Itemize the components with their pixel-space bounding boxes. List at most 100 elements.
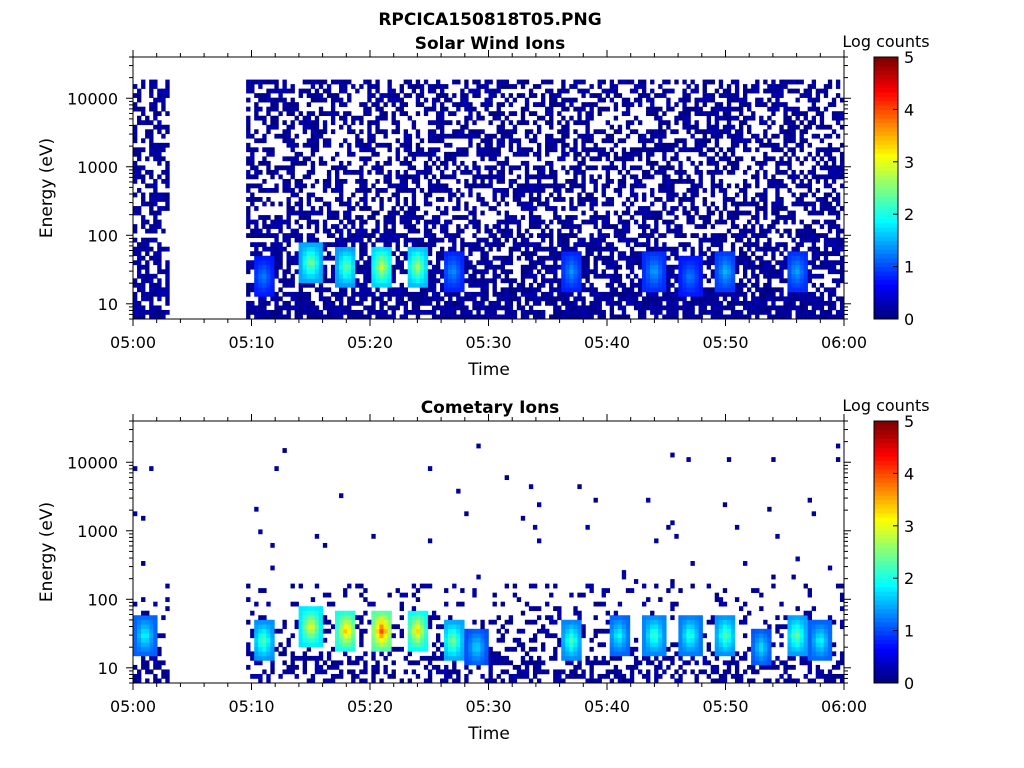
heatmap-cell	[500, 169, 505, 175]
heatmap-cell	[137, 165, 142, 171]
heatmap-cell	[476, 224, 481, 229]
heatmap-cell	[605, 242, 610, 248]
heatmap-cell	[480, 246, 485, 252]
heatmap-cell	[617, 255, 623, 261]
heatmap-cell	[751, 291, 756, 297]
heatmap-cell	[763, 287, 768, 293]
heatmap-cell	[783, 102, 788, 107]
heatmap-cell	[419, 287, 425, 293]
heatmap-cell	[435, 260, 441, 266]
heatmap-cell	[520, 120, 526, 126]
heatmap-cell	[629, 282, 635, 288]
heatmap-cell	[730, 219, 736, 225]
heatmap-cell	[561, 314, 566, 320]
heatmap-cell	[682, 210, 687, 216]
heatmap-cell	[472, 88, 477, 94]
heatmap-cell	[702, 233, 707, 238]
heatmap-cell	[650, 246, 655, 252]
heatmap-cell	[585, 305, 590, 311]
heatmap-cell	[831, 129, 837, 135]
heatmap-cell	[690, 278, 695, 284]
heatmap-cell	[298, 88, 303, 94]
heatmap-cell	[306, 102, 312, 107]
heatmap-cell	[799, 300, 804, 306]
heatmap-cell	[448, 174, 453, 180]
heatmap-cell	[141, 282, 146, 288]
heatmap-cell	[363, 206, 368, 211]
heatmap-cell	[330, 97, 336, 103]
heatmap-cell	[411, 178, 417, 184]
heatmap-cell	[464, 314, 469, 320]
heatmap-cell	[440, 251, 445, 257]
heatmap-cell	[286, 260, 291, 266]
heatmap-cell	[561, 237, 566, 243]
heatmap-cell	[254, 219, 259, 225]
heatmap-cell	[480, 138, 485, 144]
heatmap-cell	[330, 156, 336, 162]
heatmap-cell	[755, 169, 760, 175]
heatmap-cell	[738, 156, 744, 162]
heatmap-cell	[549, 142, 554, 148]
heatmap-cell	[759, 300, 764, 306]
heatmap-cell	[714, 183, 720, 189]
heatmap-cell	[827, 242, 833, 248]
heatmap-cell	[722, 88, 728, 94]
heatmap-cell	[751, 115, 756, 121]
heatmap-cell	[379, 129, 384, 135]
heatmap-cell	[476, 129, 481, 135]
heatmap-cell	[326, 183, 332, 189]
heatmap-cell	[363, 79, 368, 85]
heatmap-cell	[407, 79, 413, 85]
heatmap-cell	[508, 260, 514, 266]
heatmap-cell	[743, 255, 748, 261]
heatmap-cell	[282, 305, 287, 311]
heatmap-cell	[500, 233, 505, 238]
heatmap-cell	[516, 246, 522, 252]
heatmap-cell	[516, 242, 522, 248]
heatmap-cell	[524, 264, 530, 270]
heatmap-cell	[137, 206, 142, 211]
heatmap-cell	[779, 88, 784, 94]
heatmap-cell	[839, 246, 845, 252]
heatmap-cell	[674, 278, 679, 284]
heatmap-cell	[133, 106, 138, 112]
heatmap-cell	[286, 305, 291, 311]
heatmap-cell	[516, 79, 522, 85]
heatmap-cell	[326, 174, 332, 180]
heatmap-cell	[775, 242, 780, 248]
heatmap-cell	[431, 305, 437, 311]
heatmap-cell	[262, 309, 267, 315]
heatmap-cell	[371, 183, 376, 189]
heatmap-cell	[589, 165, 594, 171]
heatmap-cell	[524, 242, 530, 248]
heatmap-cell	[714, 102, 720, 107]
heatmap-cell	[371, 300, 376, 306]
heatmap-cell	[403, 142, 408, 148]
heatmap-cell	[133, 84, 138, 89]
heatmap-cell	[314, 93, 320, 98]
heatmap-cell	[633, 174, 639, 180]
heatmap-cell	[423, 160, 429, 166]
heatmap-cell	[460, 287, 465, 293]
heatmap-cell	[625, 102, 631, 107]
heatmap-cell	[807, 93, 812, 98]
heatmap-cell	[577, 151, 582, 157]
heatmap-cell	[557, 197, 562, 202]
heatmap-cell	[484, 142, 489, 148]
heatmap-cell	[589, 174, 594, 180]
heatmap-cell	[549, 183, 554, 189]
heatmap-cell	[819, 251, 825, 257]
heatmap-cell	[379, 165, 384, 171]
heatmap-cell	[411, 151, 417, 157]
heatmap-cell	[157, 278, 162, 284]
heatmap-cell	[282, 237, 287, 243]
heatmap-cell	[496, 115, 501, 121]
heatmap-cell	[375, 188, 380, 193]
heatmap-cell	[314, 79, 320, 85]
heatmap-cell	[730, 133, 736, 139]
heatmap-cell	[383, 133, 388, 139]
heatmap-cell	[500, 93, 505, 98]
heatmap-cell	[520, 188, 526, 193]
heatmap-cell	[682, 169, 687, 175]
heatmap-cell	[496, 174, 501, 180]
